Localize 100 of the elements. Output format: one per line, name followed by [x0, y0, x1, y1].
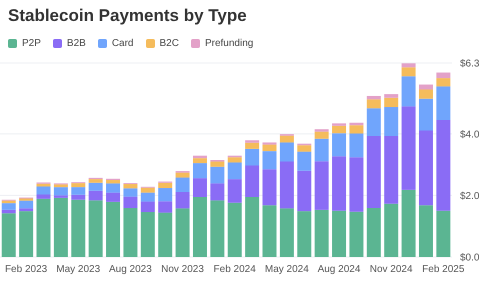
bar: [228, 179, 242, 203]
bar: [366, 136, 381, 208]
bar: [245, 166, 260, 197]
bar: [245, 142, 260, 149]
bar: [123, 188, 138, 197]
bar: [280, 136, 294, 142]
bar: [262, 142, 277, 145]
bar: [2, 210, 16, 214]
chart-title: Stablecoin Payments by Type: [7, 5, 248, 26]
bar: [418, 205, 433, 257]
bar: [71, 200, 86, 257]
bar: [366, 208, 381, 257]
bar: [140, 202, 155, 212]
legend-label: P2P: [22, 38, 41, 49]
bar: [366, 96, 381, 100]
bar: [36, 184, 51, 186]
bar: [228, 157, 242, 162]
bar: [192, 156, 207, 158]
bar: [384, 204, 398, 257]
bar: [88, 200, 103, 257]
bar: [436, 72, 450, 78]
x-tick-label: Feb 2023: [4, 264, 48, 276]
bar: [262, 151, 277, 170]
legend-label: B2C: [160, 38, 179, 49]
bar: [54, 198, 68, 257]
bar: [384, 94, 398, 98]
bar: [210, 162, 224, 167]
bar: [332, 133, 346, 156]
bar: [123, 196, 138, 208]
bar: [88, 182, 103, 191]
bar: [349, 122, 364, 126]
bar: [192, 163, 207, 178]
bar: [19, 198, 34, 201]
bar: [2, 203, 16, 210]
bar: [71, 194, 86, 200]
bar: [54, 187, 68, 196]
bar: [402, 190, 416, 257]
bar: [88, 179, 103, 183]
bar: [176, 208, 190, 257]
bar: [176, 172, 190, 178]
bar: [436, 78, 450, 86]
bar: [192, 196, 207, 257]
bar: [402, 106, 416, 190]
bar: [280, 162, 294, 208]
bar: [297, 170, 312, 212]
bar: [332, 210, 346, 257]
y-tick-label: $6.3: [460, 58, 480, 70]
x-tick-label: Nov 2024: [370, 264, 413, 276]
bar: [418, 98, 433, 130]
y-tick-label: $4.0: [460, 129, 480, 140]
bar: [71, 187, 86, 195]
bar: [54, 195, 68, 198]
x-tick-label: Feb 2024: [214, 264, 256, 276]
bar: [262, 144, 277, 152]
bar: [384, 107, 398, 136]
y-tick-label: $0.0: [460, 252, 480, 264]
bar: [245, 148, 260, 166]
bar: [36, 198, 51, 257]
x-tick-label: Feb 2025: [422, 264, 465, 276]
bar: [436, 86, 450, 120]
bar: [297, 152, 312, 171]
bar: [36, 186, 51, 194]
bar: [106, 202, 120, 257]
bar: [262, 205, 277, 257]
bar: [314, 132, 329, 139]
bar: [19, 200, 34, 208]
bar: [158, 188, 172, 202]
bar: [297, 211, 312, 257]
bar: [192, 158, 207, 164]
bar: [314, 210, 329, 257]
bar: [349, 134, 364, 158]
bar: [349, 125, 364, 134]
bar: [349, 157, 364, 212]
bar: [71, 183, 86, 188]
legend-label: Card: [112, 38, 134, 49]
bar: [314, 138, 329, 162]
bar: [106, 192, 120, 202]
bar: [436, 120, 450, 211]
bar: [418, 84, 433, 90]
bar: [19, 208, 34, 212]
bar: [332, 156, 346, 211]
bar: [140, 212, 155, 257]
bar: [280, 208, 294, 257]
bar: [402, 63, 416, 68]
bar: [176, 178, 190, 192]
bar: [140, 192, 155, 202]
bar: [158, 212, 172, 257]
bar: [88, 190, 103, 200]
bar: [384, 136, 398, 204]
bar: [418, 89, 433, 99]
bar: [2, 200, 16, 204]
bar: [2, 213, 16, 257]
bar: [19, 211, 34, 257]
bar: [280, 142, 294, 162]
bar: [332, 123, 346, 126]
x-tick-label: Aug 2024: [318, 264, 361, 276]
bar: [158, 182, 172, 188]
bar: [54, 184, 68, 188]
bar: [402, 67, 416, 76]
legend-label: Prefunding: [204, 38, 254, 49]
